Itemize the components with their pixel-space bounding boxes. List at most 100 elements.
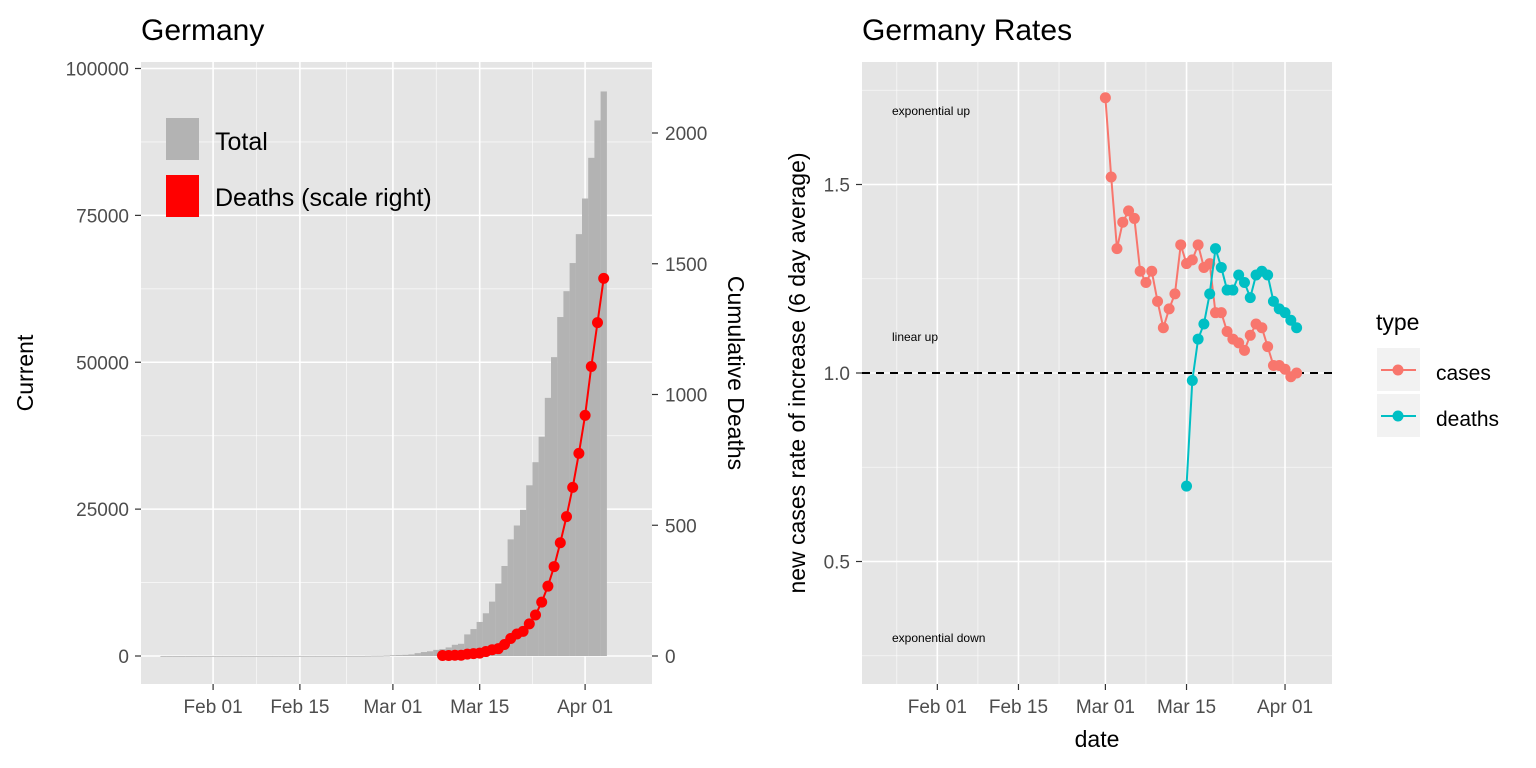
cases-point [1163,303,1175,315]
total-bar [476,621,483,656]
total-bar [340,655,347,657]
total-bar [346,655,353,657]
total-bar [408,654,415,656]
rates-x-tick-label: Apr 01 [1257,697,1313,718]
cases-series-line [1104,97,1298,379]
left-x-tick-label: Mar 15 [450,697,509,718]
cases-point [1175,239,1187,251]
total-bar [296,655,304,657]
cases-point [1262,341,1274,353]
total-bar [563,291,570,656]
deaths-point [1209,243,1221,255]
total-bar [433,649,440,656]
deaths-point [530,609,541,621]
deaths-point [1192,333,1204,345]
right-y-tick-label: 2000 [665,124,707,145]
left-x-tick-label: Apr 01 [557,697,613,718]
total-bar [197,655,204,657]
total-bar [464,634,471,656]
total-bar [358,655,366,657]
rates-x-tick-label: Mar 15 [1157,697,1216,718]
cases-point [1244,329,1256,341]
left-x-tick-label: Mar 01 [363,697,422,718]
total-bar [482,613,490,656]
legend-key-total [166,118,199,160]
deaths-point [1244,292,1256,304]
cases-point [1233,337,1245,349]
deaths-point [1215,261,1227,273]
total-bar [210,655,217,657]
total-bar [334,655,341,657]
total-bar [290,655,297,657]
right-chart: Germany Rates 0.5 1.0 1.5 Feb 01 Feb 15 Mar 0… [784,14,1499,752]
legend-label-cases: cases [1436,362,1491,385]
cases-point [1123,205,1135,217]
total-bar [315,655,322,657]
right-y-tick-label: 1000 [665,386,707,407]
total-bar [160,655,167,657]
deaths-point [523,618,535,630]
annotation-linear-up: linear up [892,330,938,344]
total-bar [228,655,235,657]
cases-point [1134,265,1146,277]
left-y-tick-label: 0 [118,647,129,668]
total-bar [594,120,601,657]
deaths-line [437,272,610,661]
total-bar [203,655,211,657]
right-y-tick-label: 0 [665,647,676,668]
total-bar [259,655,266,657]
legend-key-cases-point [1392,364,1404,376]
total-bar [470,629,477,656]
total-bar [557,317,564,656]
cases-point [1152,295,1164,307]
cases-point [1117,216,1129,228]
total-bar [253,655,260,657]
deaths-point [1238,277,1250,289]
cases-point [1279,363,1291,375]
deaths-point [585,361,597,373]
total-bar [265,655,273,657]
rates-x-tick-label: Feb 01 [908,697,967,718]
deaths-point [579,409,591,421]
total-bar [216,655,223,657]
deaths-point [561,511,572,523]
left-y-tick-label: 50000 [76,353,129,374]
total-bar [526,485,533,656]
total-bar [365,655,372,657]
annotation-exponential-up: exponential up [892,104,970,118]
total-bar [185,655,192,657]
left-legend: Total Deaths (scale right) [166,118,432,217]
cases-point [1099,92,1111,104]
deaths-point [536,596,548,608]
deaths-point [548,561,560,573]
deaths-point [1186,375,1198,387]
legend-key-deaths-point [1392,410,1404,422]
cases-point [1186,254,1198,266]
total-bar [575,234,583,657]
right-legend: type cases deaths [1376,309,1499,437]
total-bar [352,655,359,657]
legend-title-type: type [1376,309,1419,335]
deaths-point [1285,314,1297,326]
total-bar [166,655,173,657]
deaths-point [554,537,566,549]
left-y-tick-label: 75000 [76,206,129,227]
right-chart-title: Germany Rates [862,14,1072,47]
cases-point [1111,243,1123,255]
cases-point [1192,239,1204,251]
deaths-point [1279,307,1291,319]
total-bar [272,655,279,657]
total-bar [383,655,390,657]
cases-point [1146,265,1158,277]
total-bar [588,157,595,656]
total-bar [377,655,384,657]
annotation-exponential-down: exponential down [892,631,985,645]
deaths-point [1262,269,1274,281]
cases-point [1140,277,1152,289]
total-bar [551,357,558,656]
left-y-tick-label: 100000 [66,60,129,81]
rates-x-tick-label: Mar 01 [1076,697,1135,718]
legend-label-deaths-rate: deaths [1436,408,1499,431]
total-bar [278,655,285,657]
rates-y-tick-label: 1.0 [824,364,850,385]
